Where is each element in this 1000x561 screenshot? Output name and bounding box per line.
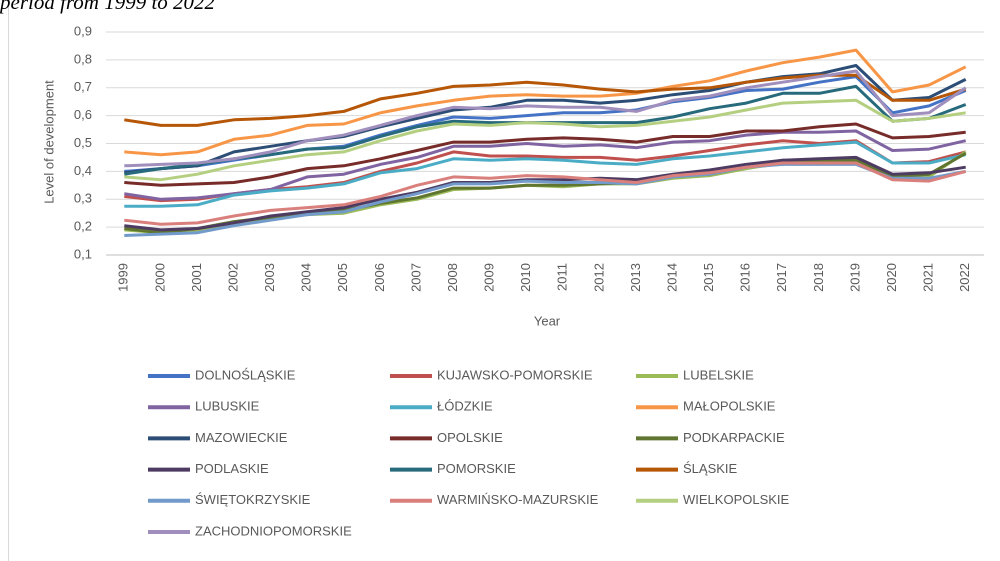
x-axis-label: Year [534,313,561,328]
y-tick-label: 0,3 [74,191,92,206]
x-tick-label: 2011 [555,263,570,291]
legend-label: WIELKOPOLSKIE [683,492,790,507]
y-tick-label: 0,1 [74,246,92,261]
legend-label: MAZOWIECKIE [195,430,288,445]
series-line [124,69,967,168]
y-tick-label: 0,8 [74,51,92,66]
x-tick-label: 2017 [774,263,789,292]
x-tick-label: 2002 [225,263,240,292]
x-tick-label: 2022 [957,263,972,292]
x-tick-label: 2019 [847,263,862,292]
x-tick-label: 2007 [408,263,423,292]
series-line [124,48,967,157]
series-line [124,64,967,175]
series-line [124,140,967,208]
legend-label: MAŁOPOLSKIE [683,399,776,414]
legend-label: PODLASKIE [195,461,269,476]
series-line [124,98,966,182]
legend-label: POMORSKIE [437,461,516,476]
legend-label: LUBUSKIE [195,399,260,414]
y-tick-label: 0,4 [74,163,92,178]
legend-label: ŚWIĘTOKRZYSKIE [195,492,311,507]
series-line [124,155,966,232]
y-tick-label: 0,7 [74,79,92,94]
x-tick-label: 2000 [152,263,167,292]
x-tick-label: 2012 [591,263,606,292]
y-tick-label: 0,6 [74,107,92,122]
x-tick-label: 2015 [701,263,716,292]
chart-title: period from 1999 to 2022 [0,0,216,14]
legend-label: OPOLSKIE [437,430,503,445]
legend-label: PODKARPACKIE [683,430,785,445]
x-tick-label: 1999 [116,263,131,292]
x-tick-label: 2005 [335,263,350,292]
x-tick-label: 2001 [189,263,204,292]
series-line [124,161,967,226]
series-line [124,122,966,187]
x-tick-label: 2006 [372,263,387,292]
y-tick-label: 0,2 [74,219,92,234]
legend-label: WARMIŃSKO-MAZURSKIE [437,492,599,507]
x-tick-label: 2008 [445,263,460,292]
y-axis-label: Level of development [41,80,56,204]
x-tick-label: 2009 [482,263,497,292]
legend-label: ZACHODNIOPOMORSKIE [195,523,352,538]
x-tick-label: 2013 [628,263,643,292]
x-tick-label: 2010 [518,263,533,292]
x-tick-label: 2018 [811,263,826,292]
legend-label: KUJAWSKO-POMORSKIE [437,367,593,382]
x-tick-label: 2004 [299,263,314,292]
x-tick-label: 2014 [664,263,679,292]
y-tick-label: 0,9 [74,23,92,38]
y-tick-label: 0,5 [74,135,92,150]
x-tick-label: 2021 [921,263,936,292]
legend-label: DOLNOŚLĄSKIE [195,367,296,382]
x-tick-label: 2016 [738,263,753,292]
legend-label: LUBELSKIE [683,367,754,382]
x-tick-label: 2020 [884,263,899,292]
x-tick-label: 2003 [262,263,277,292]
legend-label: ŁÓDZKIE [437,399,493,414]
legend-label: ŚLĄSKIE [683,461,738,476]
